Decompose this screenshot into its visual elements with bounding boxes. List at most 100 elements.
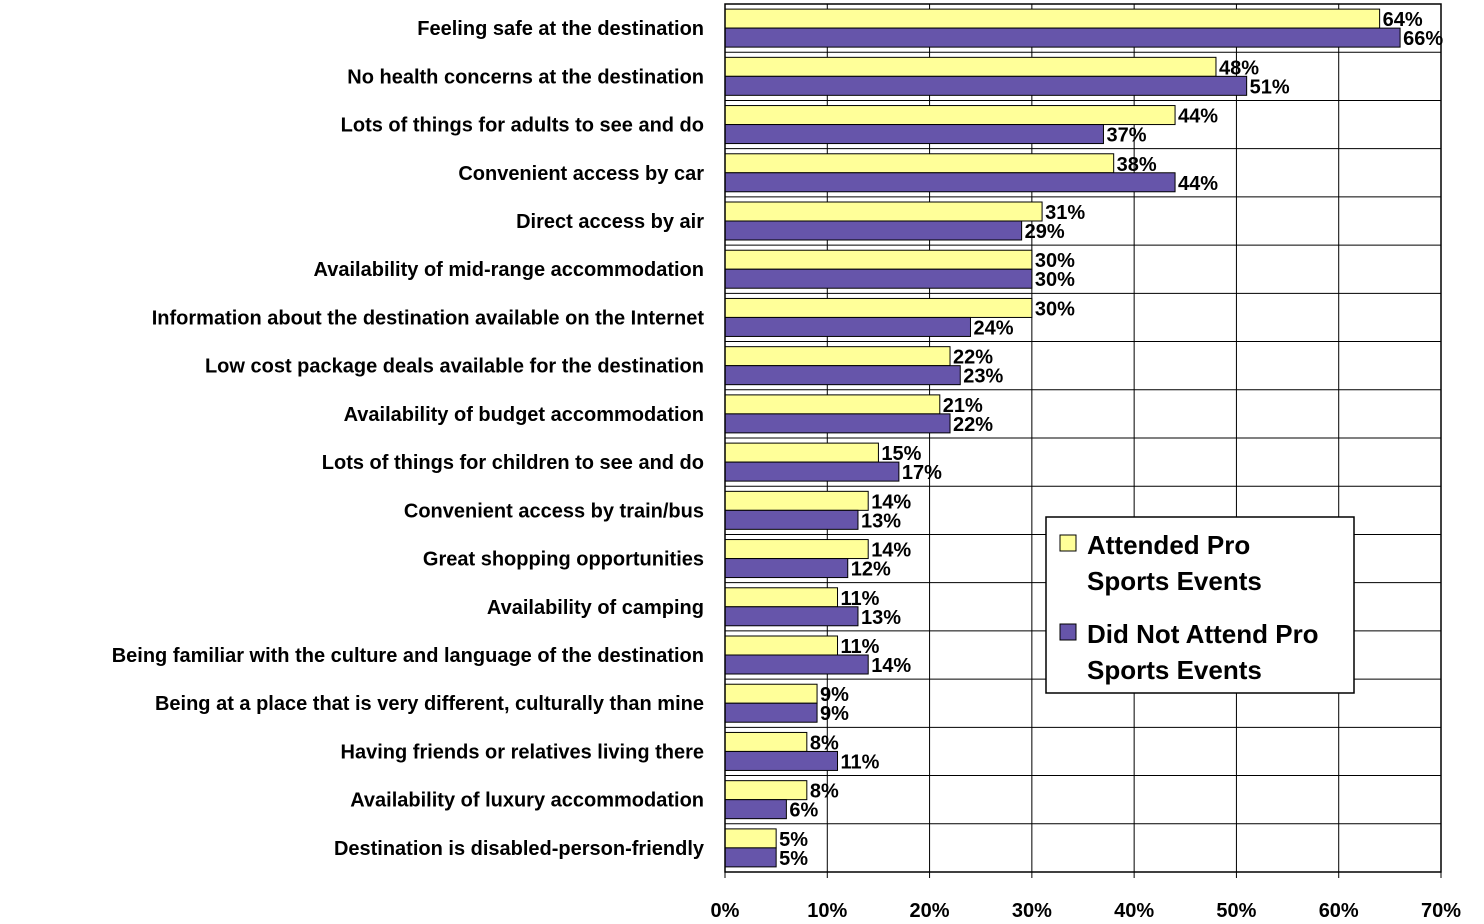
bar-did-not-attend (724, 75, 1248, 96)
data-label-did-not-attend: 51% (1250, 76, 1290, 98)
data-label-attended: 44% (1178, 106, 1218, 128)
category-label: Convenient access by car (458, 163, 704, 185)
bar-attended (724, 346, 951, 367)
category-label: Lots of things for adults to see and do (341, 115, 704, 137)
data-label-attended: 14% (871, 540, 911, 562)
legend-label-did-not-attend-line-2: Sports Events (1087, 655, 1262, 685)
bar-attended (724, 249, 1033, 270)
bar-attended (724, 297, 1033, 318)
data-label-did-not-attend: 44% (1178, 173, 1218, 195)
bar-did-not-attend (724, 220, 1023, 241)
bar-did-not-attend (724, 268, 1033, 289)
bar-attended (724, 780, 808, 801)
data-label-attended: 9% (820, 684, 849, 706)
legend-label-attended-line-2: Sports Events (1087, 566, 1262, 596)
bar-attended (724, 683, 818, 704)
data-label-did-not-attend: 22% (953, 414, 993, 436)
bar-attended (724, 56, 1217, 77)
category-label: Availability of budget accommodation (344, 404, 704, 426)
data-label-attended: 30% (1035, 250, 1075, 272)
bar-did-not-attend (724, 27, 1401, 48)
data-label-attended: 5% (779, 829, 808, 851)
bar-did-not-attend (724, 847, 777, 868)
data-label-did-not-attend: 23% (963, 366, 1003, 388)
bar-did-not-attend (724, 124, 1104, 145)
category-labels: Feeling safe at the destination No health… (112, 18, 705, 860)
category-label: No health concerns at the destination (347, 66, 704, 88)
category-label: Lots of things for children to see and d… (322, 452, 704, 474)
bar-did-not-attend (724, 172, 1176, 193)
data-label-attended: 64% (1383, 9, 1423, 31)
category-label: Availability of camping (487, 597, 704, 619)
bar-attended (724, 8, 1381, 29)
data-label-did-not-attend: 11% (841, 751, 880, 773)
x-tick-label: 50% (1216, 900, 1256, 922)
data-label-did-not-attend: 5% (779, 848, 808, 870)
bar-did-not-attend (724, 509, 859, 530)
legend-swatch-did-not-attend (1059, 623, 1077, 641)
bar-did-not-attend (724, 606, 859, 627)
data-label-attended: 14% (871, 491, 911, 513)
category-label: Destination is disabled-person-friendly (334, 838, 705, 860)
bar-attended (724, 105, 1176, 126)
bars (724, 8, 1401, 868)
legend-swatch-attended (1059, 534, 1077, 552)
bar-did-not-attend (724, 461, 900, 482)
bar-attended (724, 539, 869, 560)
category-label: Having friends or relatives living there (341, 741, 704, 763)
bar-did-not-attend (724, 558, 849, 579)
category-label: Direct access by air (516, 211, 704, 233)
category-label: Convenient access by train/bus (404, 500, 704, 522)
data-label-attended: 8% (810, 781, 839, 803)
x-tick-label: 30% (1012, 900, 1052, 922)
data-label-did-not-attend: 30% (1035, 269, 1075, 291)
data-label-did-not-attend: 17% (902, 462, 942, 484)
bar-attended (724, 442, 879, 463)
legend-label-attended-line-1: Attended Pro (1087, 530, 1250, 560)
data-label-did-not-attend: 6% (789, 800, 818, 822)
data-label-attended: 15% (881, 443, 921, 465)
data-label-did-not-attend: 13% (861, 510, 901, 532)
category-label: Great shopping opportunities (423, 549, 704, 571)
category-label: Being at a place that is very different,… (155, 693, 704, 715)
x-tick-label: 0% (711, 900, 740, 922)
category-label: Information about the destination availa… (152, 307, 705, 329)
data-labels: 64%66%48%51%44%37%38%44%31%29%30%30%30%2… (779, 9, 1443, 870)
data-label-attended: 21% (943, 395, 983, 417)
data-label-did-not-attend: 13% (861, 607, 901, 629)
data-label-did-not-attend: 9% (820, 703, 849, 725)
plot-border (724, 3, 1442, 873)
bar-attended (724, 153, 1115, 174)
bar-did-not-attend (724, 316, 971, 337)
data-label-did-not-attend: 29% (1025, 221, 1065, 243)
data-label-did-not-attend: 37% (1106, 125, 1146, 147)
x-axis-ticks: 0% 10% 20% 30% 40% 50% 60% 70% (711, 872, 1461, 922)
data-label-attended: 22% (953, 347, 993, 369)
legend-label-did-not-attend-line-1: Did Not Attend Pro (1087, 619, 1319, 649)
bar-attended (724, 394, 941, 415)
x-tick-label: 60% (1319, 900, 1359, 922)
legend: Attended Pro Sports Events Did Not Atten… (1045, 516, 1355, 694)
bar-attended (724, 828, 777, 849)
x-tick-label: 40% (1114, 900, 1154, 922)
data-label-did-not-attend: 24% (973, 317, 1013, 339)
bar-attended (724, 201, 1043, 222)
category-label: Feeling safe at the destination (417, 18, 704, 40)
category-label: Availability of mid-range accommodation (314, 259, 704, 281)
x-tick-label: 20% (910, 900, 950, 922)
bar-did-not-attend (724, 413, 951, 434)
bar-attended (724, 635, 839, 656)
data-label-attended: 30% (1035, 298, 1075, 320)
data-label-attended: 8% (810, 732, 839, 754)
data-label-attended: 31% (1045, 202, 1085, 224)
data-label-attended: 11% (841, 636, 880, 658)
category-label: Low cost package deals available for the… (205, 356, 704, 378)
data-label-did-not-attend: 14% (871, 655, 911, 677)
data-label-attended: 38% (1117, 154, 1157, 176)
bar-attended (724, 731, 808, 752)
x-tick-label: 70% (1421, 900, 1461, 922)
data-label-did-not-attend: 66% (1403, 28, 1443, 50)
category-label: Availability of luxury accommodation (350, 790, 704, 812)
bar-did-not-attend (724, 799, 787, 820)
